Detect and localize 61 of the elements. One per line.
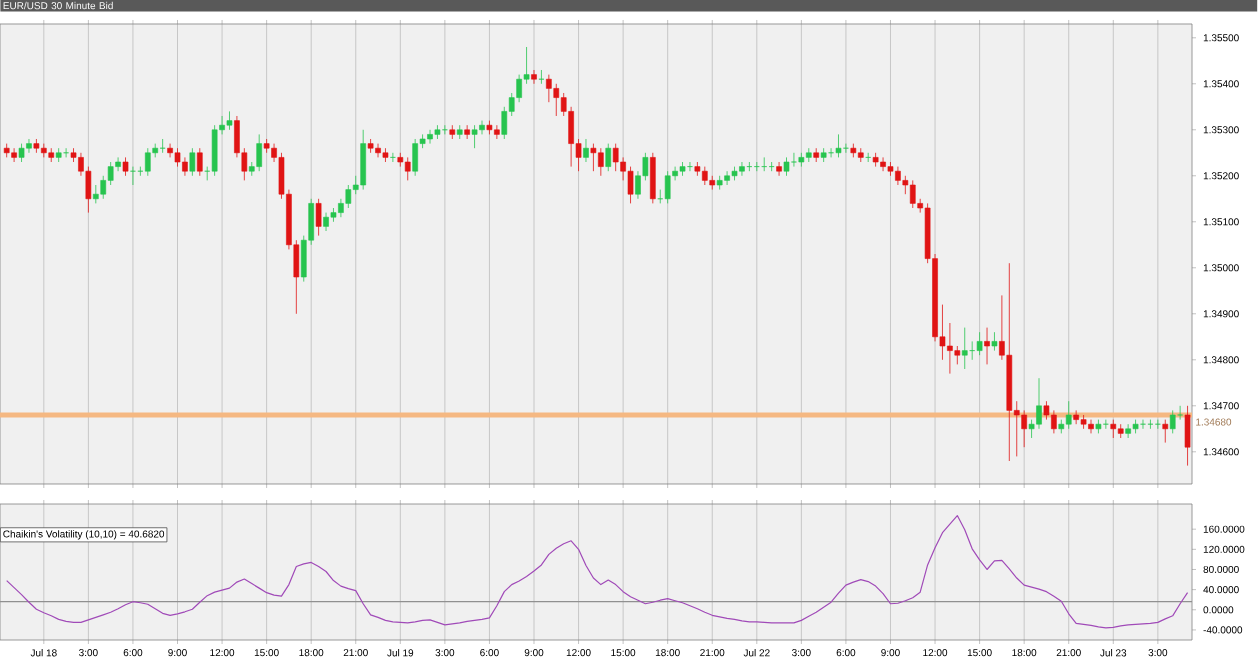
candlestick — [598, 147, 604, 177]
candlestick — [1051, 410, 1057, 434]
candlestick — [256, 134, 263, 172]
candlestick — [590, 143, 597, 172]
candlestick — [375, 143, 381, 158]
candlestick — [724, 170, 730, 186]
candlestick — [835, 134, 842, 158]
candlestick — [739, 161, 745, 177]
candlestick — [650, 152, 656, 204]
candlestick — [880, 157, 886, 172]
candlestick — [909, 180, 916, 209]
candlestick — [1110, 419, 1117, 439]
candlestick — [1021, 410, 1027, 448]
candlestick — [122, 157, 129, 177]
candlestick — [18, 143, 25, 163]
candlestick — [26, 138, 32, 154]
candlestick — [546, 74, 552, 103]
candlestick — [583, 138, 589, 163]
candlestick — [360, 129, 366, 190]
candlestick — [1169, 410, 1176, 434]
candlestick — [984, 327, 990, 365]
candlestick — [427, 129, 433, 144]
candlestick — [1088, 419, 1094, 434]
candlestick — [553, 83, 560, 117]
candlestick — [776, 161, 782, 177]
candlestick — [991, 331, 998, 351]
candlestick — [1140, 419, 1146, 430]
candlestick — [226, 111, 233, 131]
candlestick — [92, 184, 99, 204]
candlestick — [612, 143, 619, 172]
candlestick — [412, 138, 418, 177]
candlestick — [211, 124, 218, 177]
candlestick — [1036, 377, 1042, 430]
candlestick — [1125, 423, 1131, 439]
candlestick — [471, 124, 478, 149]
candlestick — [464, 124, 470, 140]
candlestick — [345, 184, 352, 209]
candlestick — [196, 147, 203, 177]
candlestick — [531, 69, 537, 85]
candlestick — [976, 331, 983, 356]
candlestick — [895, 166, 901, 186]
candlestick — [791, 152, 797, 167]
candlestick — [479, 120, 485, 135]
candlestick — [167, 143, 173, 158]
candlestick — [404, 157, 411, 181]
candlestick — [664, 170, 671, 204]
candlestick — [323, 212, 329, 232]
candlestick — [961, 327, 968, 370]
candlestick — [315, 198, 322, 236]
candlestick — [189, 147, 196, 177]
candlestick — [947, 322, 953, 374]
candlestick — [1184, 405, 1191, 466]
candlestick — [1162, 419, 1169, 443]
candlestick — [182, 157, 188, 177]
candlestick — [11, 147, 17, 163]
candlestick — [701, 166, 708, 186]
candlestick — [494, 124, 500, 140]
candlestick — [144, 147, 151, 177]
candlestick — [1065, 400, 1072, 430]
candlestick — [783, 157, 790, 177]
candlestick — [605, 143, 612, 172]
